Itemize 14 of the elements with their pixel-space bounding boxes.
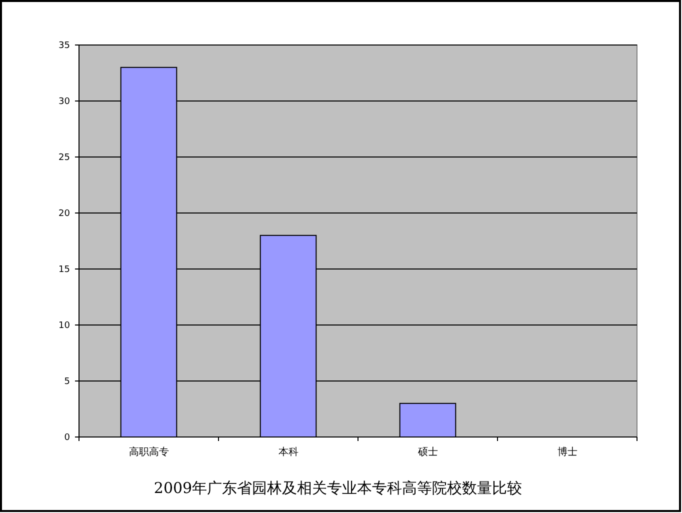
y-tick-label: 30 — [58, 97, 70, 107]
x-tick-label: 博士 — [557, 446, 578, 458]
y-tick-label: 15 — [58, 265, 70, 275]
y-tick-label: 0 — [64, 433, 70, 443]
x-tick-label: 硕士 — [416, 446, 438, 458]
y-tick-label: 10 — [58, 321, 70, 331]
y-tick-label: 5 — [64, 377, 70, 387]
y-tick-label: 35 — [58, 41, 70, 51]
y-tick-label: 25 — [58, 153, 70, 163]
bar — [399, 402, 456, 438]
text: 2009年广东省园林及相关专业本专科高等院校数量比较 — [154, 479, 522, 497]
x-tick-label: 高职高专 — [128, 446, 169, 458]
y-tick-label: 20 — [58, 209, 70, 219]
x-tick-label: 本科 — [278, 446, 298, 458]
